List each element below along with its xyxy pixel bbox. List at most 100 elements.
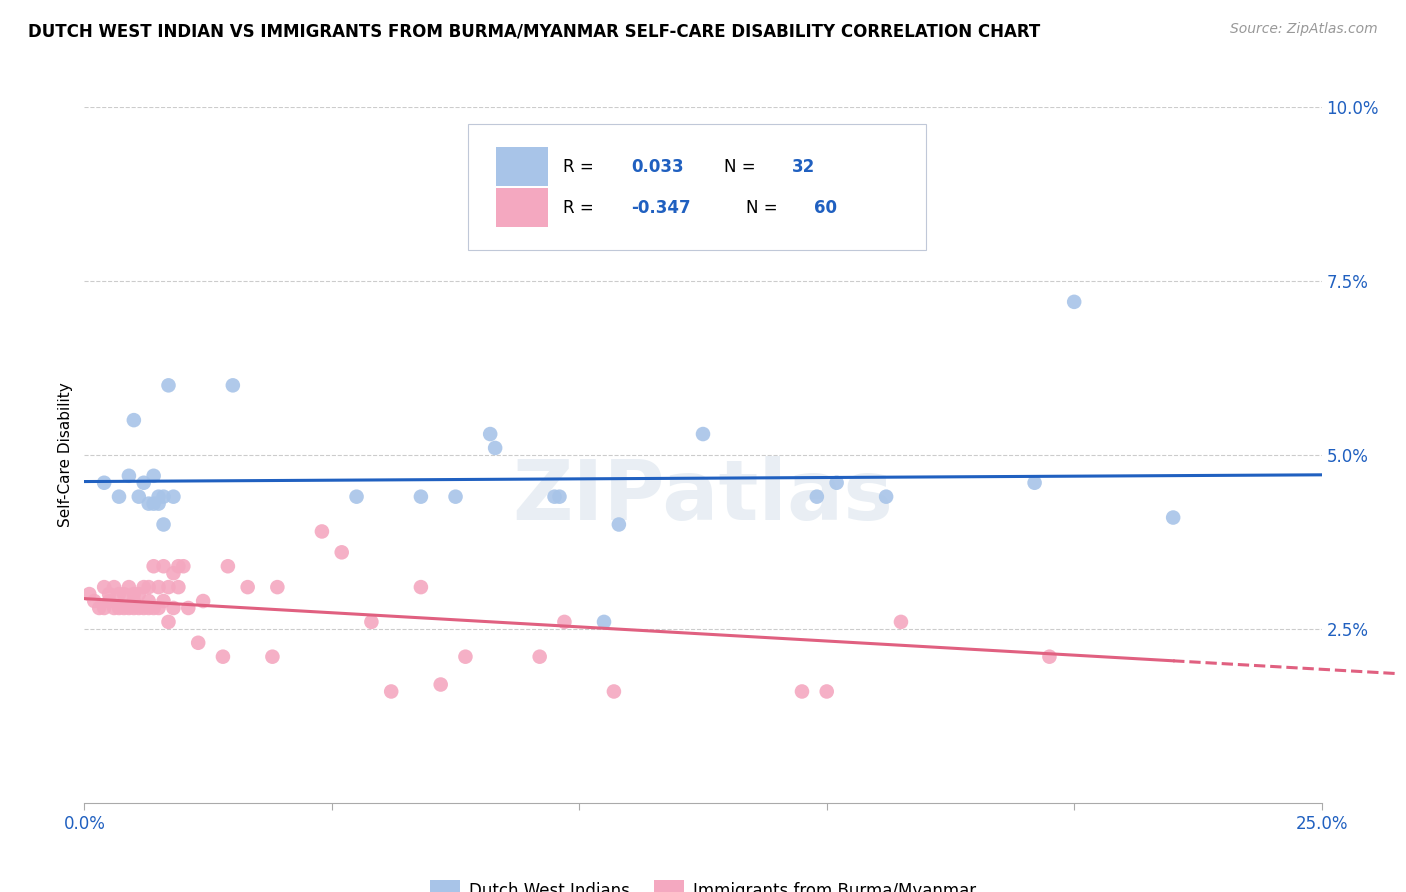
Point — [89, 601, 111, 615]
Point — [607, 517, 630, 532]
Point — [108, 601, 131, 615]
Point — [157, 378, 180, 392]
Point — [603, 684, 626, 698]
Point — [142, 497, 165, 511]
Point — [212, 649, 235, 664]
Point — [138, 601, 160, 615]
Point — [454, 649, 477, 664]
Point — [118, 468, 141, 483]
Point — [132, 601, 155, 615]
Point — [177, 601, 200, 615]
Point — [1024, 475, 1046, 490]
Point — [157, 580, 180, 594]
Point — [122, 413, 145, 427]
Point — [122, 601, 145, 615]
Text: N =: N = — [724, 158, 761, 176]
Point — [148, 497, 170, 511]
Point — [1038, 649, 1060, 664]
Point — [138, 580, 160, 594]
Point — [132, 580, 155, 594]
Point — [236, 580, 259, 594]
Point — [806, 490, 828, 504]
Point — [108, 490, 131, 504]
Point — [112, 587, 135, 601]
Point — [380, 684, 402, 698]
Text: -0.347: -0.347 — [631, 199, 690, 217]
Point — [311, 524, 333, 539]
Point — [128, 587, 150, 601]
Point — [162, 601, 184, 615]
Point — [83, 594, 105, 608]
Point — [98, 594, 121, 608]
Point — [162, 490, 184, 504]
Point — [172, 559, 194, 574]
Point — [815, 684, 838, 698]
Point — [93, 601, 115, 615]
Text: 0.033: 0.033 — [631, 158, 683, 176]
Point — [103, 601, 125, 615]
Point — [543, 490, 565, 504]
Point — [128, 601, 150, 615]
Point — [93, 580, 115, 594]
Point — [266, 580, 288, 594]
Point — [108, 587, 131, 601]
Point — [132, 475, 155, 490]
Legend: Dutch West Indians, Immigrants from Burma/Myanmar: Dutch West Indians, Immigrants from Burm… — [423, 874, 983, 892]
Point — [825, 475, 848, 490]
Point — [142, 601, 165, 615]
FancyBboxPatch shape — [468, 124, 925, 250]
Point — [1161, 510, 1184, 524]
Point — [152, 517, 174, 532]
Point — [548, 490, 571, 504]
Point — [128, 490, 150, 504]
Text: 60: 60 — [814, 199, 838, 217]
Point — [148, 580, 170, 594]
Point — [152, 559, 174, 574]
Point — [692, 427, 714, 442]
Point — [142, 468, 165, 483]
Point — [593, 615, 616, 629]
Point — [187, 636, 209, 650]
Point — [479, 427, 502, 442]
Point — [409, 490, 432, 504]
Point — [112, 601, 135, 615]
Point — [148, 490, 170, 504]
Point — [360, 615, 382, 629]
Point — [157, 615, 180, 629]
Text: R =: R = — [564, 199, 599, 217]
Point — [122, 587, 145, 601]
Text: N =: N = — [747, 199, 783, 217]
Point — [484, 441, 506, 455]
Point — [875, 490, 897, 504]
Point — [118, 601, 141, 615]
Text: ZIPatlas: ZIPatlas — [513, 456, 893, 537]
Text: Source: ZipAtlas.com: Source: ZipAtlas.com — [1230, 22, 1378, 37]
Text: DUTCH WEST INDIAN VS IMMIGRANTS FROM BURMA/MYANMAR SELF-CARE DISABILITY CORRELAT: DUTCH WEST INDIAN VS IMMIGRANTS FROM BUR… — [28, 22, 1040, 40]
Point — [1063, 294, 1085, 309]
Point — [138, 497, 160, 511]
Point — [553, 615, 575, 629]
Point — [103, 580, 125, 594]
Point — [262, 649, 284, 664]
Point — [152, 490, 174, 504]
Point — [122, 594, 145, 608]
Point — [167, 580, 190, 594]
Point — [191, 594, 214, 608]
Point — [167, 559, 190, 574]
FancyBboxPatch shape — [496, 188, 548, 227]
Point — [142, 559, 165, 574]
Point — [346, 490, 368, 504]
Text: 32: 32 — [792, 158, 815, 176]
Point — [118, 580, 141, 594]
Point — [222, 378, 245, 392]
Point — [162, 566, 184, 581]
Point — [890, 615, 912, 629]
Point — [98, 587, 121, 601]
Point — [444, 490, 467, 504]
Point — [148, 601, 170, 615]
FancyBboxPatch shape — [496, 147, 548, 186]
Point — [429, 677, 451, 691]
Text: R =: R = — [564, 158, 599, 176]
Point — [152, 594, 174, 608]
Point — [93, 475, 115, 490]
